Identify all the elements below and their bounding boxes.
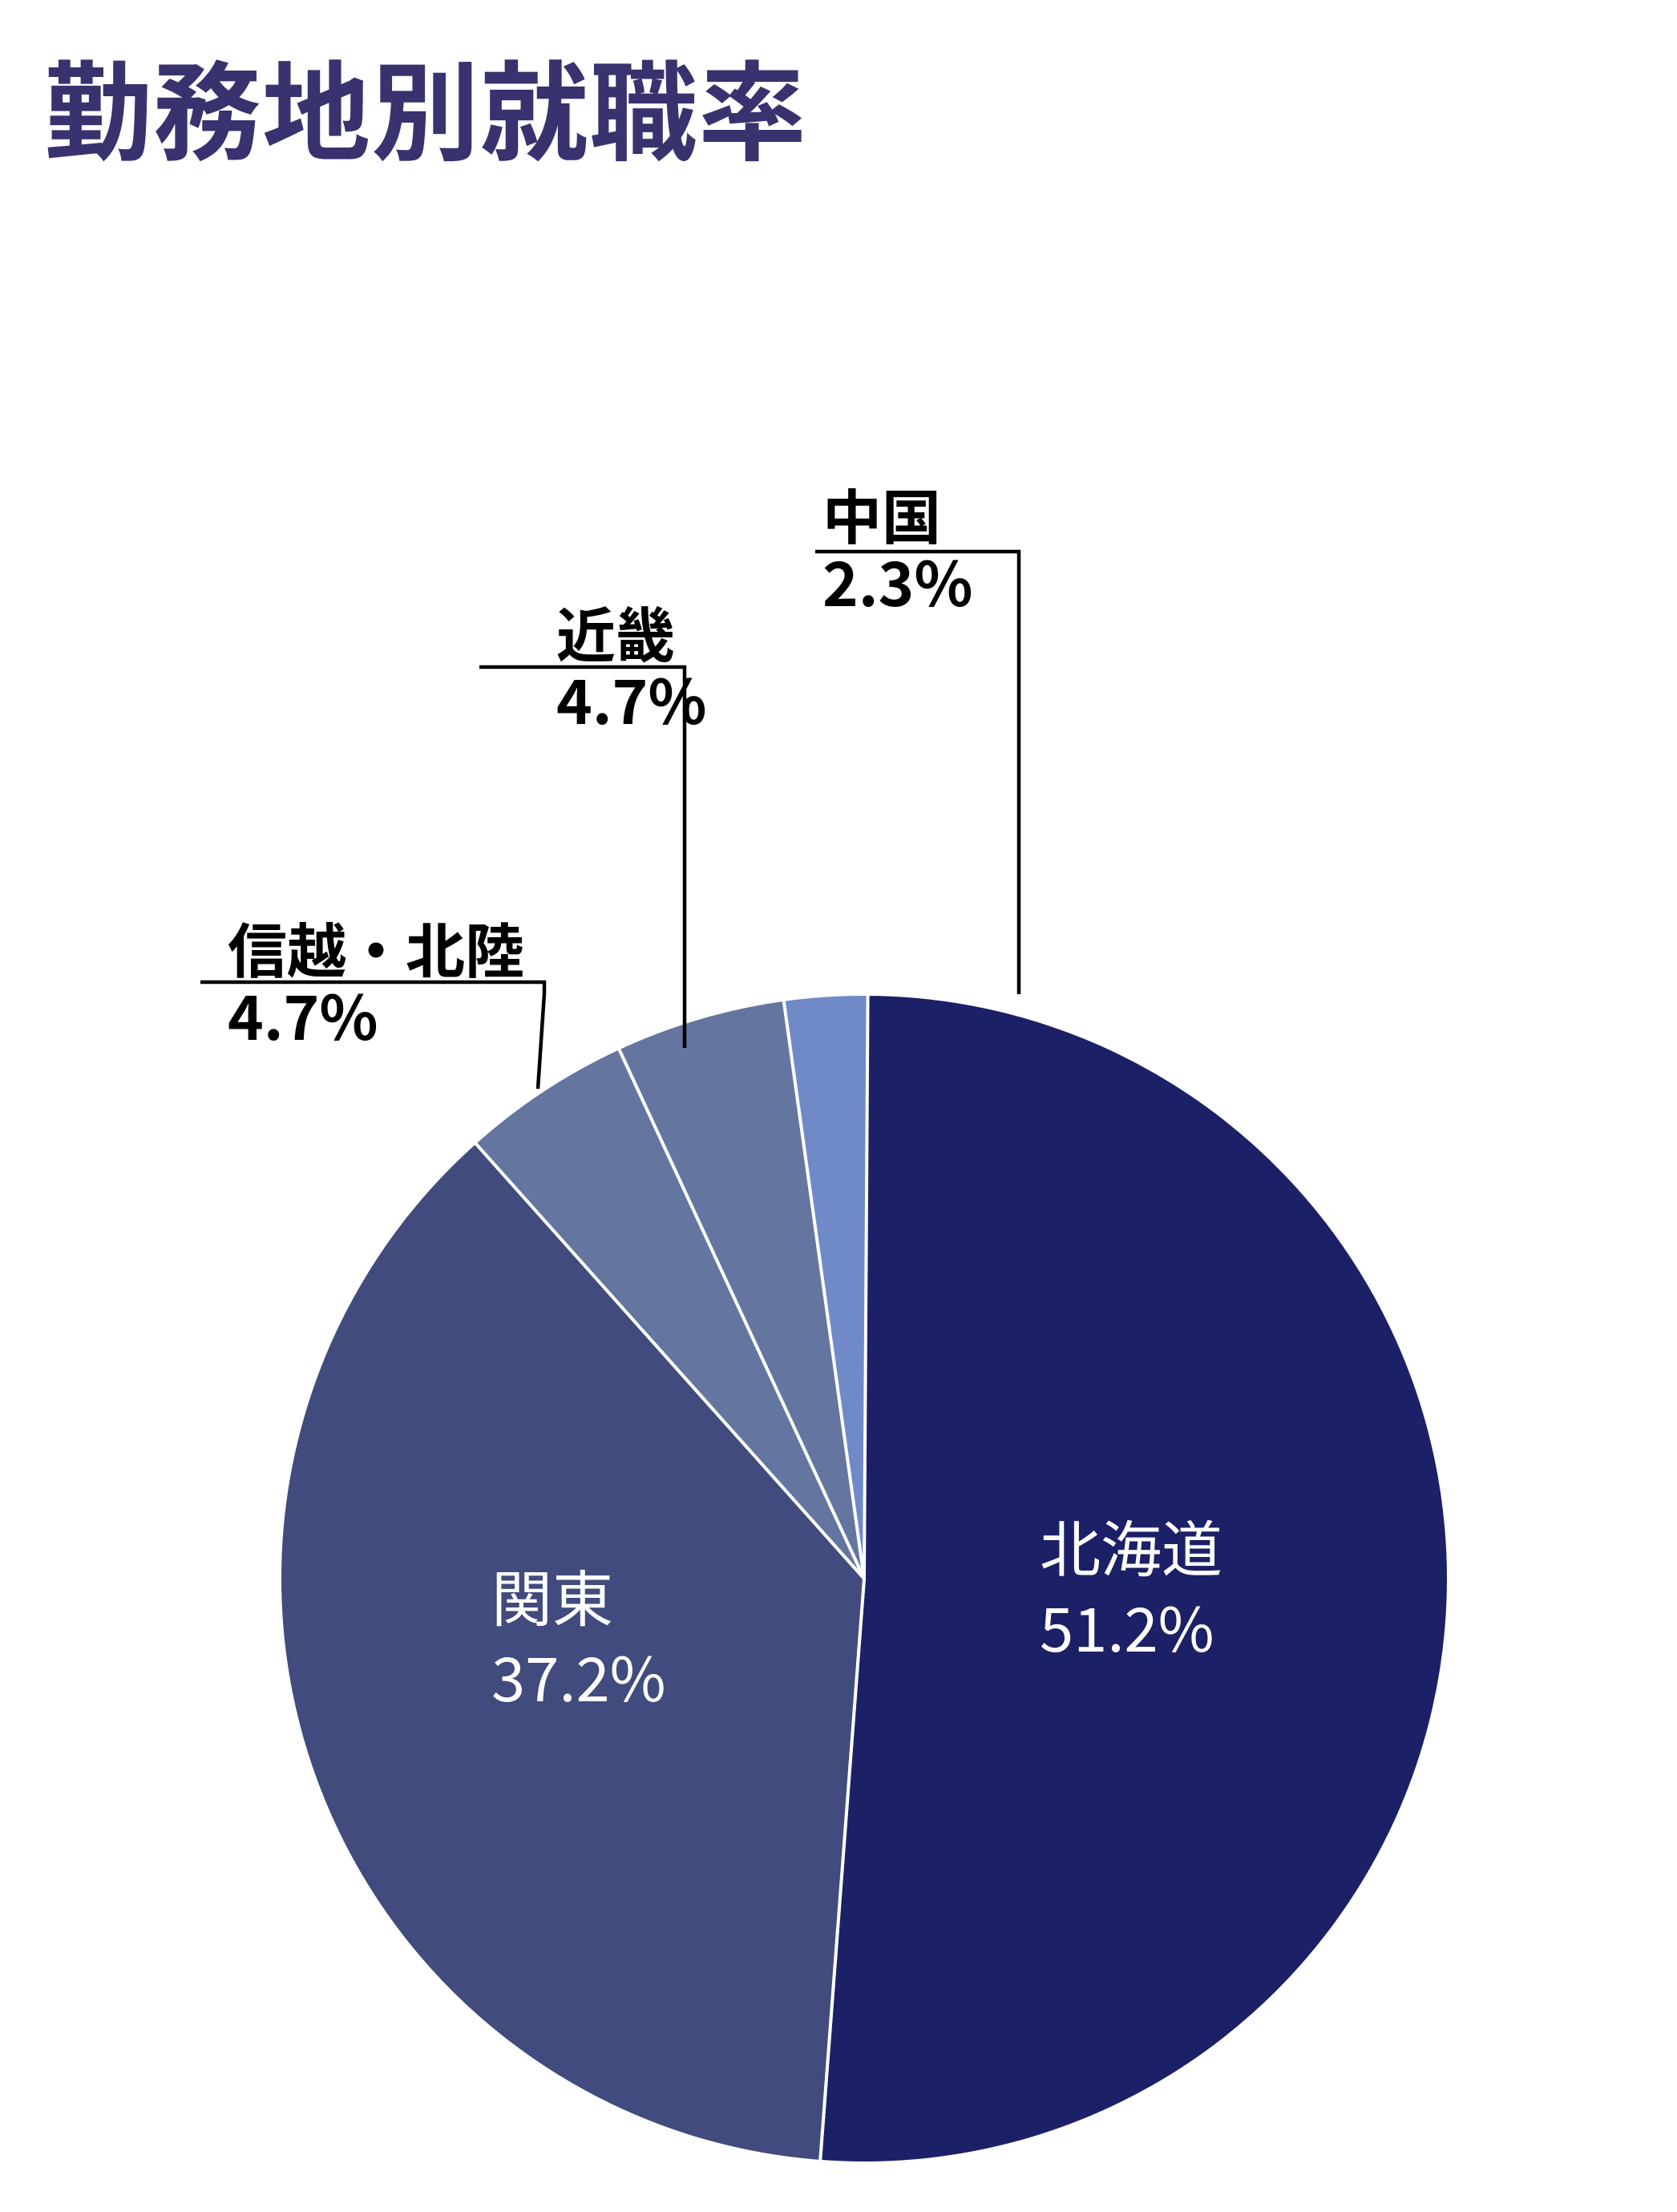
svg-text:37.2%: 37.2% bbox=[491, 1631, 666, 1719]
svg-text:51.2%: 51.2% bbox=[1040, 1581, 1214, 1669]
svg-text:4.7%: 4.7% bbox=[556, 653, 707, 742]
svg-text:関東: 関東 bbox=[491, 1551, 613, 1639]
svg-text:北海道: 北海道 bbox=[1040, 1501, 1222, 1589]
svg-text:2.3%: 2.3% bbox=[822, 536, 973, 624]
svg-text:4.7%: 4.7% bbox=[228, 969, 378, 1057]
